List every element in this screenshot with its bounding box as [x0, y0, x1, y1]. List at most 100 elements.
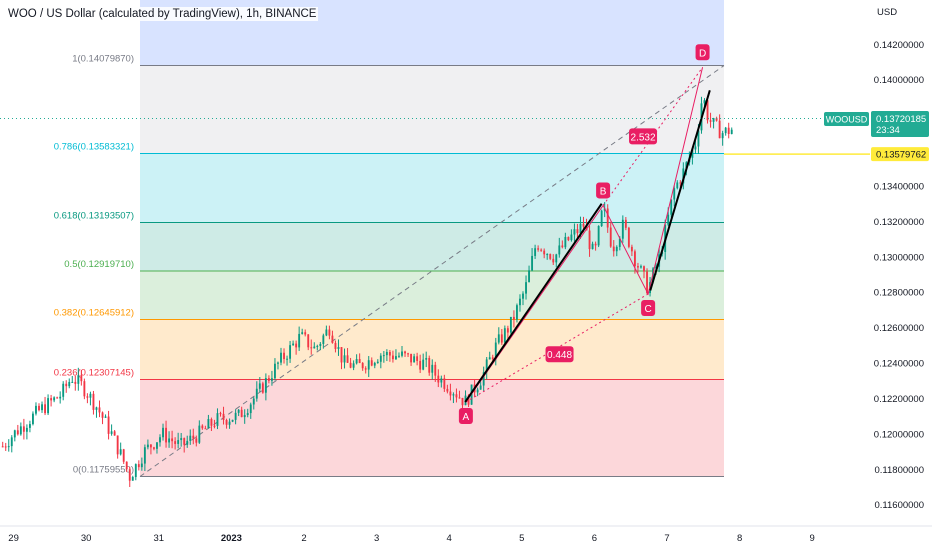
candle: [65, 383, 68, 387]
candle: [519, 298, 521, 306]
candle: [128, 469, 131, 481]
candle: [277, 362, 279, 364]
candle: [89, 393, 92, 398]
x-tick-label: 9: [810, 533, 815, 544]
candle: [59, 396, 62, 399]
candle: [479, 385, 482, 390]
y-tick-label: 0.11800000: [875, 465, 925, 476]
candle: [219, 413, 222, 415]
candle: [591, 243, 594, 250]
candle: [319, 343, 322, 346]
candle: [588, 230, 591, 250]
x-tick-label: 2: [301, 533, 306, 544]
candle: [467, 395, 470, 405]
candle: [528, 270, 530, 283]
pattern-drawings: 2.532 0.448 A B C D: [0, 44, 870, 425]
candle: [310, 347, 313, 349]
candle: [667, 214, 670, 225]
candle: [564, 236, 567, 248]
y-tick-label: 0.12600000: [874, 323, 924, 334]
candle: [576, 229, 579, 234]
candle: [706, 100, 709, 121]
candle: [50, 398, 53, 401]
candle: [156, 442, 158, 449]
candle: [709, 120, 712, 122]
candle: [697, 130, 700, 147]
candle: [543, 250, 546, 255]
candle: [74, 381, 77, 384]
candle: [159, 437, 161, 443]
trend-line: [464, 203, 603, 403]
candle: [425, 357, 428, 360]
candle: [373, 362, 376, 366]
candle: [295, 343, 298, 348]
candle: [621, 219, 624, 239]
candle: [540, 249, 543, 251]
candle: [694, 146, 697, 150]
marked-price-tag: [871, 147, 929, 162]
candle: [25, 427, 28, 432]
candle: [68, 381, 71, 387]
candle: [413, 356, 416, 363]
candle: [367, 360, 370, 370]
candle: [643, 266, 645, 272]
candle: [730, 129, 733, 134]
candle: [240, 409, 243, 418]
candle: [482, 372, 485, 386]
candle: [361, 363, 364, 369]
candle: [331, 335, 334, 343]
candle: [56, 397, 59, 399]
candle: [222, 413, 225, 420]
candle: [298, 333, 301, 348]
candle: [724, 127, 727, 134]
candle: [401, 351, 403, 356]
symbol-label: WOOUSD: [826, 115, 868, 125]
candle: [721, 133, 724, 139]
candle: [210, 419, 213, 426]
candle: [325, 329, 328, 336]
candle: [71, 381, 74, 383]
candle: [727, 127, 730, 134]
candle: [579, 223, 582, 234]
candle: [419, 360, 422, 370]
candle: [255, 388, 258, 399]
candle: [485, 359, 488, 373]
candle: [355, 359, 358, 364]
last-price-tag: [871, 111, 929, 137]
pattern-point-badge: [596, 182, 611, 199]
candle: [246, 413, 249, 416]
candle: [670, 199, 673, 215]
candle: [364, 368, 367, 370]
candle: [343, 355, 346, 363]
candle: [237, 409, 240, 413]
candle: [143, 447, 146, 464]
candle: [637, 266, 639, 268]
candle: [582, 223, 585, 227]
fib-level-label: 0.618(0.13193507): [54, 211, 134, 222]
candle: [86, 396, 89, 398]
candle: [146, 444, 149, 448]
candle: [177, 440, 180, 444]
candle: [47, 398, 50, 414]
y-tick-label: 0.13200000: [874, 217, 924, 228]
candle: [101, 412, 104, 418]
time-axis: [0, 526, 932, 550]
candle: [349, 362, 352, 368]
candle: [204, 428, 207, 430]
candle: [19, 426, 22, 435]
pattern-point-label: C: [644, 304, 651, 315]
candle: [679, 182, 682, 184]
candle: [28, 424, 31, 428]
candle: [624, 219, 627, 228]
candle: [712, 118, 715, 122]
candle: [283, 352, 285, 360]
candle: [398, 355, 400, 357]
x-tick-label: 8: [737, 533, 742, 544]
candle: [600, 210, 603, 227]
candle: [718, 120, 721, 139]
candle: [267, 378, 270, 381]
y-tick-label: 0.12800000: [874, 288, 924, 299]
